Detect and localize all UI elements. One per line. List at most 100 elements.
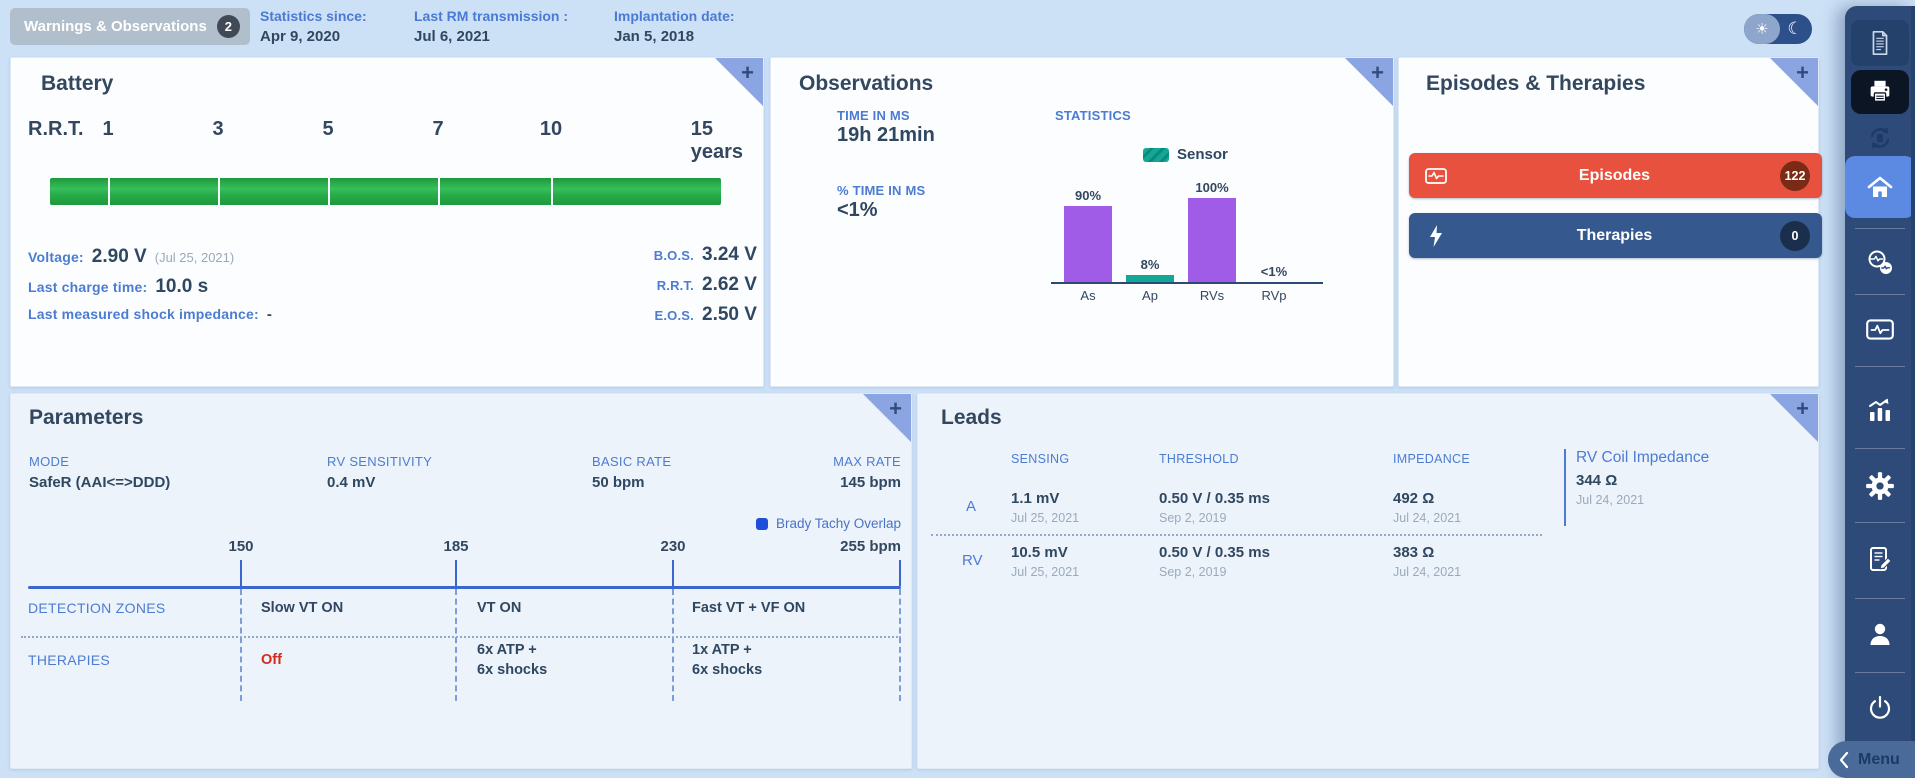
zone-divider xyxy=(672,589,674,701)
battery-title: Battery xyxy=(41,72,114,95)
bos-row: B.O.S. 3.24 V xyxy=(609,244,757,266)
observations-expand-button[interactable] xyxy=(1345,58,1393,106)
sensor-legend-label: Sensor xyxy=(1177,146,1228,163)
light-mode-sun-icon[interactable]: ☀ xyxy=(1744,14,1780,44)
rrt-row: R.R.T. 2.62 V xyxy=(609,274,757,296)
gauge-tick xyxy=(217,178,220,205)
bar xyxy=(1188,198,1236,282)
eos-row: E.O.S. 2.50 V xyxy=(609,304,757,326)
bar-column-RVp: <1% xyxy=(1243,170,1305,282)
zone-tick xyxy=(240,560,242,586)
bar-column-As: 90% xyxy=(1057,170,1119,282)
bar-category-label: RVp xyxy=(1261,288,1287,303)
scale-tick-5: 5 xyxy=(322,118,334,140)
report-icon xyxy=(1872,30,1888,56)
a-impedance-date: Jul 24, 2021 xyxy=(1393,511,1462,525)
overlap-legend-swatch xyxy=(755,517,768,530)
remote-monitoring-button[interactable] xyxy=(1851,238,1909,286)
user-button[interactable] xyxy=(1851,608,1909,660)
time-in-ms-label: TIME IN MS xyxy=(837,108,910,123)
rrt-label: R.R.T. xyxy=(656,278,694,293)
voltage-row: Voltage: 2.90 V (Jul 25, 2021) xyxy=(28,246,234,268)
home-icon xyxy=(1867,176,1893,197)
a-threshold-date: Sep 2, 2019 xyxy=(1159,511,1227,525)
leads-card: + Leads SENSING THRESHOLD IMPEDANCE RV C… xyxy=(917,393,1819,769)
lightning-bolt-icon xyxy=(1423,224,1449,248)
lead-row-rv-name: RV xyxy=(962,552,983,569)
implantation-date-value: Jan 5, 2018 xyxy=(614,28,695,45)
last-rm-transmission-label: Last RM transmission : xyxy=(414,8,569,24)
gauge-tick xyxy=(551,178,554,205)
theme-toggle[interactable]: ☀ ☾ xyxy=(1744,14,1812,44)
chevron-left-icon xyxy=(1839,751,1849,768)
rv-threshold-date: Sep 2, 2019 xyxy=(1159,565,1227,579)
dark-mode-moon-icon[interactable]: ☾ xyxy=(1787,19,1803,38)
statistics-since-value: Apr 9, 2020 xyxy=(260,28,341,45)
parameters-expand-button[interactable] xyxy=(863,394,911,442)
overlap-legend-label: Brady Tachy Overlap xyxy=(775,516,901,531)
rv-sensitivity-value: 0.4 mV xyxy=(327,474,376,491)
detection-zone-2: VT ON xyxy=(477,600,522,616)
statistics-button[interactable] xyxy=(1851,386,1909,434)
implantation-date: Implantation date: Jan 5, 2018 xyxy=(614,8,735,45)
warnings-count-badge: 2 xyxy=(216,15,240,38)
statistics-label: STATISTICS xyxy=(1055,108,1131,123)
rv-impedance-date: Jul 24, 2021 xyxy=(1393,565,1462,579)
max-rate-label: MAX RATE xyxy=(833,454,901,469)
shock-impedance-value: - xyxy=(266,306,272,323)
rv-coil-impedance-date: Jul 24, 2021 xyxy=(1576,493,1645,507)
sync-icon xyxy=(1870,127,1890,149)
settings-button[interactable] xyxy=(1851,460,1909,512)
rrt-value: 2.62 V xyxy=(702,274,757,295)
a-sensing-date: Jul 25, 2021 xyxy=(1011,511,1080,525)
menu-label: Menu xyxy=(1858,750,1900,768)
scale-tick-15-years: 15 years xyxy=(690,118,744,163)
therapy-zone-2-line-2: 6x shocks xyxy=(477,662,548,678)
menu-button[interactable]: Menu xyxy=(1828,741,1915,778)
warnings-observations-chip[interactable]: Warnings & Observations 2 xyxy=(10,8,250,45)
sidebar-divider xyxy=(1855,522,1905,523)
stats-bar-chart: 90% 8% 100% <1% xyxy=(1057,170,1305,282)
sidebar-divider xyxy=(1855,598,1905,599)
leads-title: Leads xyxy=(941,406,1002,429)
episodes-button[interactable]: Episodes 122 xyxy=(1409,153,1822,198)
bar-category-label: Ap xyxy=(1142,288,1158,303)
rv-sensing-value: 10.5 mV xyxy=(1011,544,1068,561)
sidebar-divider xyxy=(1855,672,1905,673)
last-charge-row: Last charge time: 10.0 s xyxy=(28,276,208,298)
battery-card: + Battery R.R.T. 1 3 5 7 10 15 years Vol… xyxy=(10,57,764,387)
detection-zones-row-label: DETECTION ZONES xyxy=(28,600,166,616)
episodes-monitor-button[interactable] xyxy=(1851,306,1909,354)
print-button[interactable] xyxy=(1851,70,1909,114)
episodes-therapies-title: Episodes & Therapies xyxy=(1426,72,1646,95)
episodes-therapies-expand-button[interactable] xyxy=(1770,58,1818,106)
warnings-observations-label: Warnings & Observations xyxy=(24,18,207,35)
rv-sensitivity-label: RV SENSITIVITY xyxy=(327,454,433,469)
leads-expand-button[interactable] xyxy=(1770,394,1818,442)
max-rate-value: 145 bpm xyxy=(840,474,901,491)
rv-coil-impedance-value: 344 Ω xyxy=(1576,472,1618,489)
gauge-tick xyxy=(107,178,110,205)
voltage-date: (Jul 25, 2021) xyxy=(154,250,235,265)
sidebar-divider xyxy=(1855,366,1905,367)
session-report-icon xyxy=(1870,547,1892,571)
sync-button[interactable] xyxy=(1851,118,1909,158)
rrt-scale-prefix: R.R.T. xyxy=(28,118,84,140)
therapies-row-label: THERAPIES xyxy=(28,652,111,668)
implantation-date-label: Implantation date: xyxy=(614,8,735,24)
last-charge-value: 10.0 s xyxy=(155,276,209,297)
bos-value: 3.24 V xyxy=(702,244,757,265)
therapies-button[interactable]: Therapies 0 xyxy=(1409,213,1822,258)
zone-tick xyxy=(455,560,457,586)
settings-gear-icon xyxy=(1866,472,1894,500)
statistics-icon xyxy=(1869,398,1890,421)
power-button[interactable] xyxy=(1851,684,1909,732)
gauge-tick xyxy=(437,178,440,205)
home-button-active[interactable] xyxy=(1845,156,1915,218)
report-button[interactable] xyxy=(1851,20,1909,66)
zone-boundary-150: 150 xyxy=(228,538,254,555)
battery-expand-button[interactable] xyxy=(715,58,763,106)
battery-gauge-fill xyxy=(50,178,721,205)
session-report-button[interactable] xyxy=(1851,534,1909,586)
power-icon xyxy=(1869,695,1891,719)
